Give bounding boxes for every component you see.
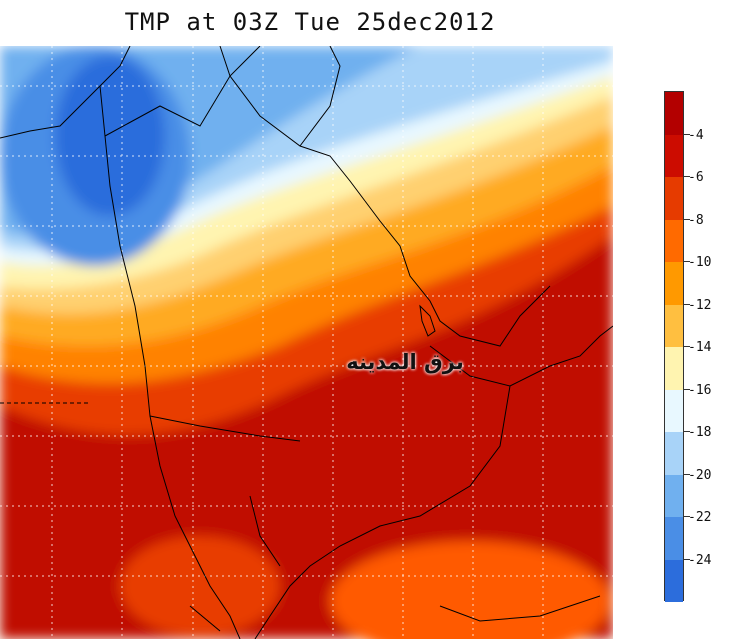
lat-lon-grid <box>0 46 613 639</box>
legend-tick <box>684 176 690 177</box>
legend-swatch <box>665 304 683 347</box>
legend-tick-label: -24 <box>688 552 712 568</box>
legend-tick-label: -16 <box>688 382 712 398</box>
legend-tick <box>684 473 690 475</box>
legend-tick <box>684 261 690 262</box>
legend-swatch <box>665 92 683 135</box>
legend-swatch <box>665 559 683 602</box>
legend-swatch <box>665 347 683 390</box>
legend-swatch <box>665 219 683 262</box>
legend-tick <box>684 218 690 220</box>
legend-swatch <box>665 262 683 305</box>
legend-swatch <box>665 517 683 560</box>
map-title: TMP at 03Z Tue 25dec2012 <box>124 8 496 36</box>
legend-swatch <box>665 177 683 220</box>
legend-tick <box>684 388 690 390</box>
legend-tick-label: -10 <box>688 255 712 270</box>
legend-tick-label: -4 <box>688 127 704 143</box>
legend-tick <box>684 133 690 135</box>
temperature-contour-fill <box>0 46 613 639</box>
legend-tick-label: -12 <box>688 297 712 313</box>
legend-tick-label: -20 <box>688 467 712 483</box>
country-borders <box>0 46 613 639</box>
legend-swatch <box>665 474 683 517</box>
temperature-map <box>0 46 613 639</box>
color-legend-bar <box>664 91 684 602</box>
legend-tick-label: -14 <box>688 340 712 355</box>
legend-tick <box>684 303 690 305</box>
legend-tick <box>684 346 690 347</box>
watermark-text: برق المدينه <box>346 350 464 374</box>
legend-tick-label: -22 <box>688 510 712 525</box>
legend-swatch <box>665 134 683 177</box>
legend-tick-label: -18 <box>688 425 712 440</box>
legend-swatch <box>665 432 683 475</box>
legend-tick-label: -6 <box>688 170 704 185</box>
legend-tick <box>684 431 690 432</box>
legend-swatch <box>665 389 683 432</box>
legend-tick <box>684 558 690 560</box>
legend-tick-label: -8 <box>688 212 704 228</box>
legend-tick <box>684 516 690 517</box>
